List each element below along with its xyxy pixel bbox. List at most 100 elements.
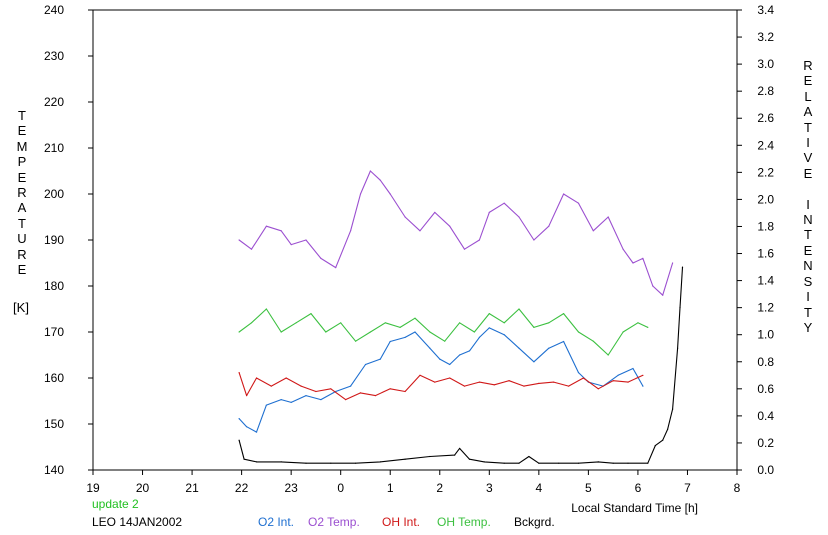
data-point-o2-int: [350, 385, 352, 387]
data-point-oh-temp: [250, 322, 253, 324]
left-tick-label: 160: [44, 371, 64, 385]
data-point-oh-int: [582, 377, 585, 379]
data-point-o2-temp: [652, 285, 654, 287]
data-point-bckgrd: [577, 462, 580, 464]
data-point-o2-temp: [359, 193, 362, 195]
right-y-axis: 0.0 0.2 0.4 0.6 0.8 1.0 1.2 1.4 1.6 1.8 2.0 2.2 2.4 2…: [737, 3, 774, 477]
data-point-o2-temp: [632, 262, 634, 264]
right-tick-label: 1.8: [757, 219, 774, 233]
data-point-oh-int: [449, 377, 451, 379]
data-point-bckgrd: [280, 461, 282, 463]
data-point-bckgrd: [483, 461, 485, 463]
x-tick-label: 7: [684, 481, 691, 495]
x-tick-label: 0: [337, 481, 344, 495]
legend-item-o2-temp: O2 Temp.: [308, 515, 360, 529]
left-tick-label: 140: [44, 463, 64, 477]
data-point-o2-temp: [389, 193, 391, 195]
data-point-bckgrd: [404, 458, 406, 460]
data-point-bckgrd: [355, 462, 357, 464]
data-point-bckgrd: [503, 462, 505, 464]
data-point-o2-int: [563, 340, 565, 343]
legend-item-o2-int: O2 Int.: [258, 515, 295, 529]
data-point-o2-int: [449, 363, 451, 366]
data-point-o2-temp: [563, 193, 565, 195]
data-point-oh-int: [345, 399, 347, 401]
data-point-bckgrd: [468, 458, 471, 460]
data-point-o2-temp: [404, 216, 406, 218]
data-point-oh-int: [538, 382, 540, 384]
series-line-oh-temp: [238, 308, 649, 356]
data-point-oh-int: [568, 385, 570, 387]
data-point-o2-temp: [478, 239, 480, 241]
data-point-bckgrd: [647, 462, 649, 464]
data-point-oh-temp: [265, 308, 267, 310]
data-point-o2-temp: [250, 248, 253, 250]
data-point-o2-int: [255, 431, 258, 433]
left-y-axis: 140 150 160 170 180 190 200 210 220 230 240: [44, 3, 93, 477]
data-point-bckgrd: [305, 462, 307, 464]
data-point-o2-int: [389, 340, 391, 343]
data-point-o2-int: [364, 363, 367, 366]
data-point-o2-temp: [305, 239, 307, 241]
series-line-bckgrd: [238, 267, 684, 464]
data-point-o2-temp: [642, 257, 644, 259]
left-tick-label: 210: [44, 141, 64, 155]
data-point-oh-temp: [577, 331, 580, 333]
data-point-bckgrd: [429, 455, 431, 458]
data-point-oh-temp: [488, 313, 490, 315]
right-tick-label: 3.0: [757, 57, 774, 71]
left-axis-label: T E M P E R A T U R E: [16, 108, 28, 278]
data-point-o2-int: [439, 358, 441, 360]
data-point-oh-int: [374, 395, 376, 397]
data-point-o2-int: [577, 372, 580, 374]
data-point-oh-temp: [607, 354, 609, 356]
data-point-o2-int: [617, 374, 619, 376]
data-point-oh-temp: [473, 331, 475, 333]
data-point-bckgrd: [662, 439, 664, 441]
data-point-o2-temp: [463, 248, 466, 250]
data-point-bckgrd: [558, 462, 560, 464]
data-point-oh-int: [315, 390, 317, 393]
data-point-o2-temp: [238, 239, 240, 241]
right-axis-label: R E L A T I V E I N T E N S I T Y: [803, 58, 813, 335]
data-point-o2-int: [280, 399, 282, 401]
data-point-o2-temp: [503, 202, 505, 204]
left-tick-label: 180: [44, 279, 64, 293]
right-tick-label: 1.0: [757, 328, 774, 342]
data-point-oh-temp: [310, 313, 312, 315]
right-tick-label: 0.4: [757, 409, 774, 423]
data-point-oh-int: [478, 381, 480, 383]
data-point-o2-int: [238, 418, 240, 420]
data-point-bckgrd: [597, 461, 599, 463]
data-point-oh-int: [597, 388, 599, 390]
data-point-o2-int: [503, 334, 505, 336]
data-point-o2-int: [518, 347, 520, 349]
data-point-o2-temp: [350, 230, 352, 232]
x-tick-label: 1: [387, 481, 394, 495]
data-point-o2-int: [305, 395, 307, 397]
right-tick-label: 2.4: [757, 138, 774, 152]
data-point-bckgrd: [459, 447, 461, 449]
data-point-oh-int: [434, 381, 436, 383]
legend-item-oh-int: OH Int.: [382, 515, 421, 529]
x-tick-label: 6: [635, 481, 642, 495]
data-point-oh-int: [359, 392, 362, 394]
data-point-bckgrd: [243, 458, 245, 460]
data-point-bckgrd: [255, 461, 258, 463]
x-tick-label: 4: [536, 481, 543, 495]
data-point-bckgrd: [681, 266, 684, 268]
data-point-oh-temp: [429, 331, 431, 333]
data-point-bckgrd: [654, 445, 656, 447]
data-point-oh-temp: [563, 313, 565, 315]
data-point-o2-temp: [434, 211, 436, 213]
data-point-bckgrd: [528, 455, 530, 458]
right-tick-label: 0.0: [757, 463, 774, 477]
series-layer: [238, 170, 684, 464]
left-tick-label: 240: [44, 3, 64, 17]
data-point-o2-temp: [548, 225, 550, 227]
data-point-o2-int: [265, 404, 267, 406]
data-point-o2-temp: [320, 257, 322, 259]
left-tick-label: 190: [44, 233, 64, 247]
x-axis-label: Local Standard Time [h]: [571, 501, 698, 515]
